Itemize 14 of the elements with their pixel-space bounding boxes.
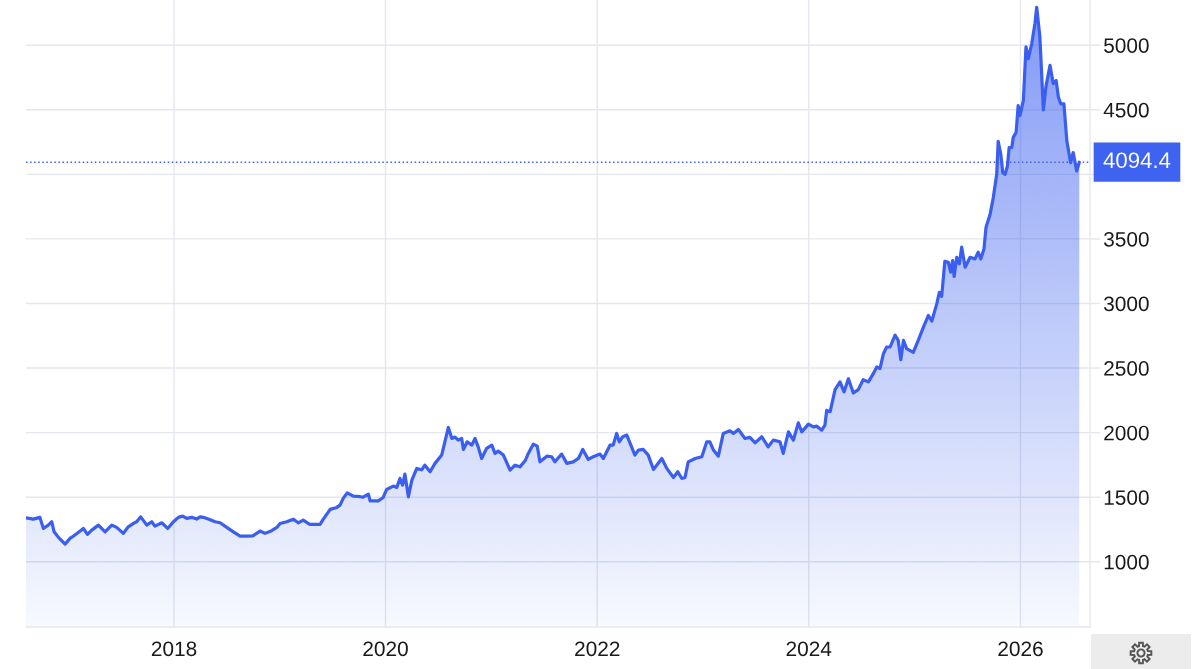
x-tick-label: 2024 bbox=[786, 641, 832, 657]
y-tick-label: 2000 bbox=[1104, 425, 1149, 441]
y-tick-label: 5000 bbox=[1104, 38, 1149, 53]
x-tick-label: 2018 bbox=[151, 641, 197, 657]
y-tick-label: 3500 bbox=[1103, 231, 1149, 247]
ref-line-label: 4094.4 bbox=[1103, 152, 1171, 169]
y-tick-label: 3000 bbox=[1103, 296, 1149, 312]
y-tick-label: 1500 bbox=[1104, 490, 1149, 505]
x-tick-label: 2022 bbox=[575, 641, 620, 657]
x-tick-label: 2020 bbox=[363, 641, 408, 657]
y-tick-label: 4500 bbox=[1103, 102, 1149, 118]
y-tick-label: 2500 bbox=[1104, 361, 1149, 376]
y-tick-label: 1000 bbox=[1104, 554, 1149, 570]
x-tick-label: 2026 bbox=[998, 641, 1043, 657]
